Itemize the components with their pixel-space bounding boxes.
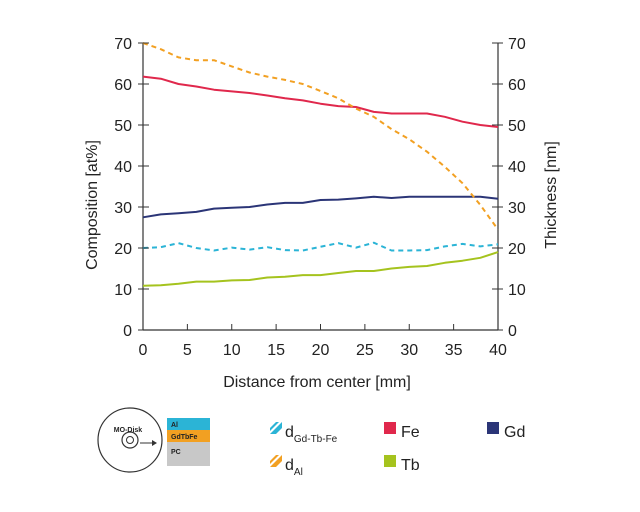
x-tick-label: 0 [139,342,148,359]
y2-tick-label: 60 [508,77,526,94]
legend-dash-swatch-a [270,422,282,434]
y2-tick-label: 10 [508,282,526,299]
layer-pc: PC [167,442,210,466]
layer-block [167,418,210,430]
legend-item-fe: Fe [384,422,420,441]
y2-tick-label: 40 [508,159,526,176]
legend-item-tb: Tb [384,455,420,474]
y-axis-title: Composition [at%] [84,140,101,270]
legend-swatch [384,422,396,434]
y2-tick-label: 20 [508,241,526,258]
y-tick-label: 60 [114,77,132,94]
series-layer [142,42,499,287]
series-line-fe [142,75,499,128]
arrow-icon [152,440,157,446]
legend: dGd-Tb-Fe dAl Fe Tb Gd [270,422,525,478]
layer-block [167,430,210,442]
y-tick-label: 10 [114,282,132,299]
mo-disk-diagram: MO-Disk [97,407,163,473]
y2-tick-label: 70 [508,36,526,53]
y-tick-label: 0 [123,323,132,340]
legend-dash-swatch-b [270,455,279,464]
legend-swatch [384,455,396,467]
x-tick-label: 10 [223,342,241,359]
legend-item-gd: Gd [487,422,525,441]
x-tick-label: 35 [445,342,463,359]
x-tick-label: 40 [489,342,507,359]
legend-item-d-gd-tb-fe: dGd-Tb-Fe [270,422,338,445]
layer-label: Al [171,422,178,429]
layer-gdtbfe: GdTbFe [167,430,210,442]
series-line-d-al [142,42,499,231]
y2-tick-label: 0 [508,323,517,340]
legend-swatch [487,422,499,434]
series-line-gd [142,195,499,219]
legend-label: dGd-Tb-Fe [285,424,338,445]
series-line-d-gd-tb-fe [142,241,499,252]
layer-al: Al [167,418,210,430]
legend-dash-swatch-b [270,422,279,431]
y-tick-label: 40 [114,159,132,176]
legend-dash-swatch-a [270,455,282,467]
disk-label: MO-Disk [114,427,143,434]
x-tick-label: 20 [312,342,330,359]
legend-label: Tb [401,457,420,474]
disk-hole [126,436,134,444]
y-tick-label: 20 [114,241,132,258]
x-tick-label: 25 [356,342,374,359]
layer-block [167,442,210,466]
ticks-layer: 0 5 10 15 20 25 30 35 40010203040506070010203040… [114,36,526,359]
layer-label: GdTbFe [171,434,198,441]
legend-label: dAl [285,457,303,478]
x-tick-label: 15 [267,342,285,359]
legend-item-d-al: dAl [270,455,303,478]
y-tick-label: 50 [114,118,132,135]
series-line-tb [142,251,499,287]
legend-label: Fe [401,424,420,441]
y-tick-label: 30 [114,200,132,217]
layer-stack-diagram: Al GdTbFe PC [167,418,210,466]
layer-label: PC [171,449,181,456]
y2-axis-title: Thickness [nm] [543,141,560,249]
y2-tick-label: 30 [508,200,526,217]
x-tick-label: 5 [183,342,192,359]
x-axis-title: Distance from center [mm] [223,374,411,391]
legend-label: Gd [504,424,525,441]
y2-tick-label: 50 [508,118,526,135]
x-tick-label: 30 [400,342,418,359]
y-tick-label: 70 [114,36,132,53]
